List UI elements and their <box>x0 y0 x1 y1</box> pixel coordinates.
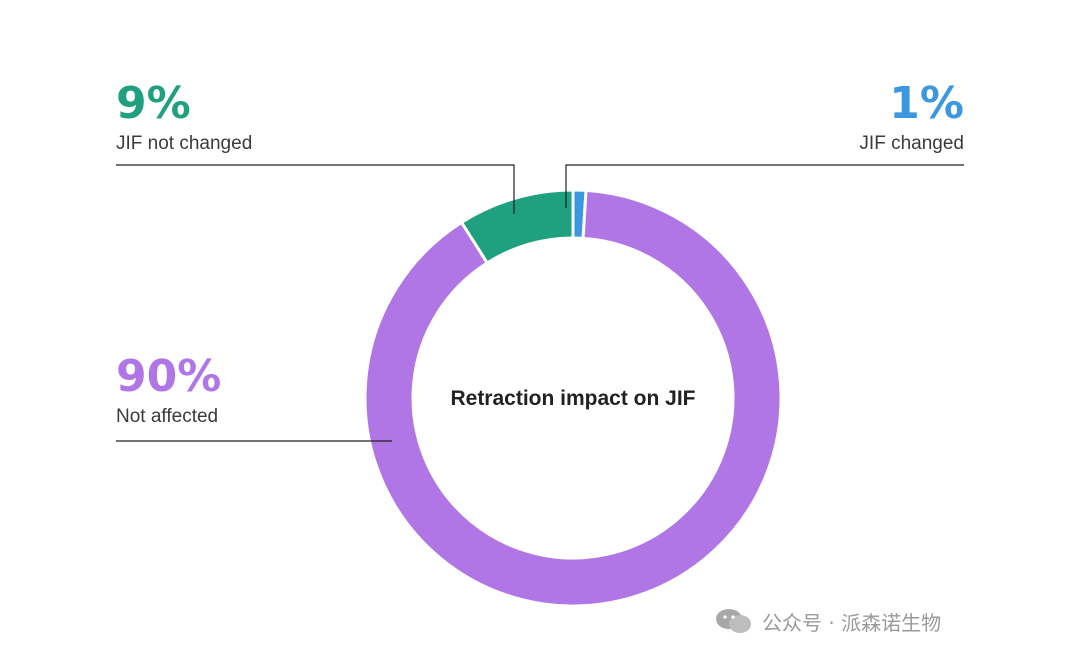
leader-line-jif-changed <box>565 164 964 208</box>
watermark-text: 公众号 · 派森诺生物 <box>762 610 942 635</box>
percent-label-not-affected: 90% <box>116 351 221 402</box>
percent-label-jif-changed: 1% <box>889 78 964 129</box>
donut-slice-not-affected <box>363 188 783 608</box>
chart-center-label: Retraction impact on JIF <box>450 387 695 410</box>
category-label-not-affected: Not affected <box>116 406 218 427</box>
wechat-icon <box>716 609 751 633</box>
category-label-jif-not-changed: JIF not changed <box>116 133 252 154</box>
category-label-jif-changed: JIF changed <box>859 133 964 154</box>
watermark: 公众号 · 派森诺生物 <box>714 606 941 636</box>
percent-label-jif-not-changed: 9% <box>116 78 191 129</box>
leader-line-jif-not-changed <box>116 164 515 214</box>
donut-slice-jif-not-changed <box>459 188 575 265</box>
